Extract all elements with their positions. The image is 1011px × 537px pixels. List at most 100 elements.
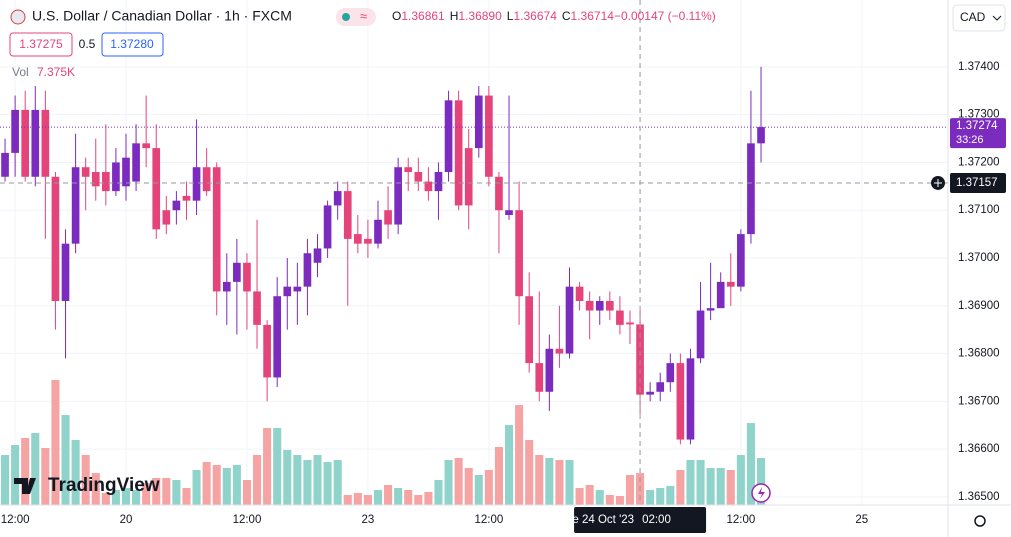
candle-body: [61, 243, 70, 301]
candle-body: [1, 152, 9, 177]
volume-bar: [726, 469, 735, 505]
candle-body: [71, 167, 80, 244]
volume-bar: [273, 428, 282, 505]
volume-bar: [11, 445, 20, 505]
buy-button[interactable]: [101, 32, 164, 57]
candle-body: [41, 109, 50, 177]
logo: TradingView: [48, 475, 160, 496]
volume-bar: [474, 475, 483, 505]
candle-body: [384, 210, 392, 225]
status-badge[interactable]: [336, 8, 376, 26]
candle-body: [555, 348, 564, 354]
candle-body: [686, 358, 695, 440]
candle-body: [605, 300, 614, 311]
x-tick-label: 12:00: [233, 514, 262, 526]
settings-icon[interactable]: [974, 515, 986, 527]
volume-bar: [595, 489, 604, 505]
currency-label: CAD: [960, 10, 986, 24]
candle-body: [102, 171, 110, 192]
candle-body: [515, 210, 523, 297]
candle-body: [545, 348, 554, 392]
candle-body: [112, 162, 120, 192]
y-tick-label: 1.37400: [958, 61, 1000, 73]
volume-bar: [142, 483, 151, 505]
candle-body: [646, 391, 654, 395]
volume-bar: [31, 433, 40, 505]
logo-icon: [14, 478, 36, 494]
volume-bar: [666, 486, 675, 505]
ohlc-value: 1.36890: [458, 9, 502, 23]
volume-bar: [172, 479, 181, 505]
volume-bar: [484, 469, 493, 505]
last-price-box: [950, 118, 1006, 149]
candle-body: [757, 127, 765, 144]
candle-body: [636, 324, 644, 395]
crosshair-time-box: [574, 507, 707, 533]
volume-bar: [686, 459, 695, 505]
ohlc-legend: O1.36861 H1.36890 L1.36674 C1.36714−0.00147…: [392, 9, 716, 23]
candle-body: [243, 262, 251, 292]
volume-bar: [263, 428, 272, 505]
volume-bar: [303, 459, 312, 505]
volume-bar: [736, 455, 745, 505]
candle-body: [434, 171, 443, 192]
last-price-label: 1.37274: [956, 120, 998, 132]
volume-bar: [41, 448, 50, 505]
candle-body: [343, 191, 352, 239]
x-tick-label: 20: [120, 514, 133, 526]
volume-bar: [565, 459, 574, 505]
candle-body: [474, 95, 483, 149]
sell-button[interactable]: [9, 32, 73, 57]
volume-bar: [253, 455, 262, 505]
volume-bar: [202, 462, 211, 505]
candle-body: [485, 95, 493, 177]
candle-body: [394, 167, 402, 225]
volume-bar: [575, 487, 584, 505]
candle-body: [81, 167, 90, 177]
volume-bar: [121, 487, 131, 505]
candle-body: [91, 171, 100, 187]
bid-price: 1.37275: [19, 37, 63, 51]
volume-bar: [162, 478, 171, 505]
volume-bar: [656, 487, 665, 505]
volume-bar: [504, 425, 514, 505]
volume-bar: [454, 458, 463, 505]
candle-body: [212, 167, 221, 292]
candle-body: [747, 143, 755, 235]
candle-body: [424, 181, 433, 192]
market-status: [342, 13, 350, 21]
crosshair-price: 1.37157: [956, 177, 998, 189]
volume-bar: [283, 449, 292, 505]
crosshair-date: Tue 24 Oct '23: [559, 514, 634, 526]
candle-body: [172, 200, 181, 211]
volume-bar: [515, 405, 524, 505]
ask-price: 1.37280: [110, 37, 154, 51]
volume-bar: [111, 489, 120, 505]
candle-body: [444, 100, 453, 172]
candle-body: [182, 195, 191, 201]
y-tick-label: 1.36900: [958, 300, 1000, 312]
ohlc-value: 1.36861: [401, 9, 445, 23]
volume-bar: [696, 459, 705, 505]
volume-bar: [424, 492, 433, 505]
candle-body: [374, 219, 382, 244]
candle-body: [525, 296, 534, 364]
candle-body: [404, 167, 413, 172]
volume-bar: [414, 495, 423, 505]
volume-bar: [434, 479, 443, 505]
crosshair-plus-sign: [934, 178, 942, 187]
x-tick-label: 12:00: [1, 514, 30, 526]
volume-bar: [242, 479, 251, 505]
ohlc-value: 1.36714: [571, 9, 615, 23]
countdown: 33:26: [956, 134, 984, 146]
candle-body: [595, 300, 604, 311]
candle-body: [233, 262, 241, 282]
y-tick-label: 1.37300: [958, 109, 1000, 121]
candle-body: [273, 296, 282, 378]
candle-body: [162, 210, 171, 225]
currency-select[interactable]: [952, 4, 1006, 32]
ohlc-value: −0.00147 (−0.11%): [614, 9, 716, 23]
candle-body: [303, 253, 312, 287]
candle-body: [565, 286, 574, 354]
candle-body: [505, 210, 513, 215]
